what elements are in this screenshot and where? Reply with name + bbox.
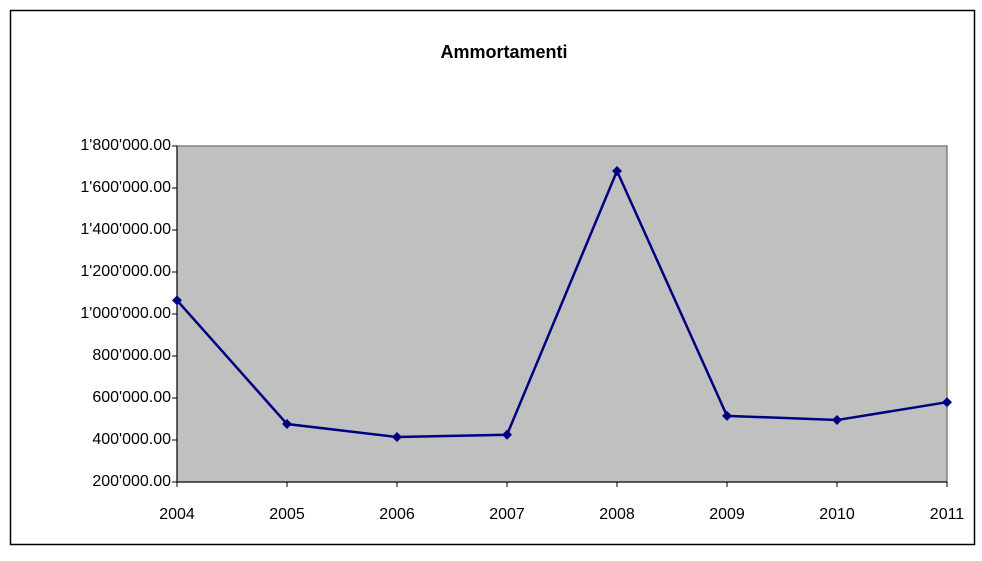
y-tick-label: 1'600'000.00 xyxy=(80,179,171,196)
point-marker xyxy=(832,415,842,426)
point-marker xyxy=(172,295,182,306)
plot-area xyxy=(176,145,948,483)
x-tick-label: 2006 xyxy=(379,506,415,523)
x-tick-label: 2011 xyxy=(930,506,965,523)
point-marker xyxy=(392,432,402,443)
x-tick-label: 2007 xyxy=(489,506,525,523)
x-tick-label: 2004 xyxy=(159,506,195,523)
y-tick-label: 600'000.00 xyxy=(92,389,171,406)
y-tick-label: 200'000.00 xyxy=(92,473,171,490)
chart-title: Ammortamenti xyxy=(440,42,567,62)
x-tick-label: 2008 xyxy=(599,506,635,523)
y-tick-label: 1'800'000.00 xyxy=(80,137,171,154)
point-marker xyxy=(502,429,512,440)
y-tick-label: 1'400'000.00 xyxy=(80,221,171,238)
y-tick-label: 800'000.00 xyxy=(92,347,171,364)
y-tick-label: 400'000.00 xyxy=(92,431,171,448)
y-tick-label: 1'200'000.00 xyxy=(80,263,171,280)
x-tick-label: 2009 xyxy=(709,506,745,523)
x-tick-label: 2010 xyxy=(819,506,855,523)
series-line xyxy=(176,167,948,439)
point-marker xyxy=(282,419,292,430)
x-tick-label: 2005 xyxy=(269,506,305,523)
point-marker xyxy=(612,165,622,176)
point-marker xyxy=(722,410,732,421)
point-marker xyxy=(942,397,952,408)
y-tick-label: 1'000'000.00 xyxy=(80,305,171,322)
